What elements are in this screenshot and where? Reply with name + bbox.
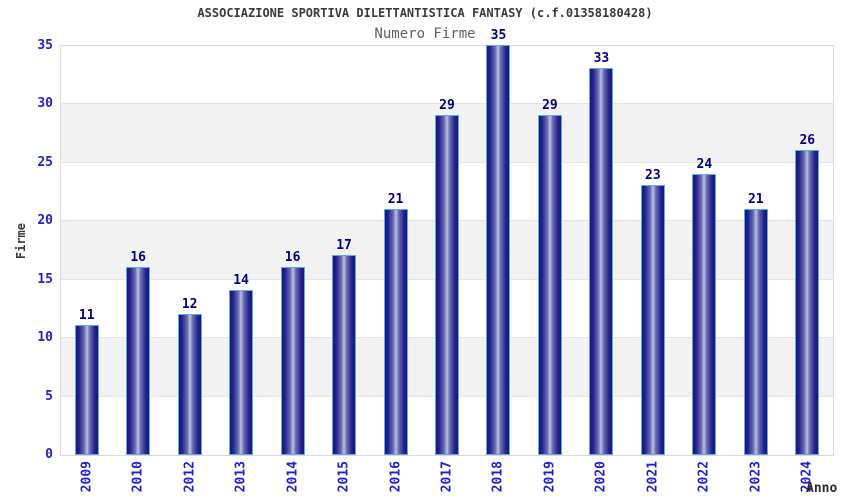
bar-value-label: 21 [747, 191, 764, 207]
bar [280, 267, 305, 455]
x-tick-label: 2012 [182, 461, 198, 493]
y-tick-label: 20 [37, 213, 53, 229]
y-tick-label: 35 [37, 38, 53, 53]
x-tick-label: 2021 [645, 461, 661, 493]
bar-value-label: 21 [387, 191, 404, 207]
bar-value-label: 14 [233, 273, 249, 289]
bar [692, 173, 717, 455]
x-tick-label: 2017 [439, 461, 455, 493]
bar [177, 313, 202, 455]
bar [435, 115, 459, 455]
y-tick-label: 10 [37, 330, 53, 346]
bar-value-label: 26 [799, 133, 816, 149]
chart-title: ASSOCIAZIONE SPORTIVA DILETTANTISTICA FA… [197, 6, 653, 20]
background-band [61, 46, 833, 105]
bar [486, 45, 511, 455]
gridline [61, 103, 833, 105]
x-tick-label: 2019 [542, 461, 558, 493]
y-tick-label: 15 [37, 271, 53, 287]
x-tick-label: 2020 [593, 461, 609, 493]
bar [229, 290, 254, 455]
bar [589, 68, 614, 455]
x-tick-label: 2016 [388, 461, 404, 493]
bar [332, 255, 357, 455]
y-tick-label: 5 [45, 388, 53, 404]
y-axis: 0 5 10 15 20 25 30 35 [0, 38, 53, 462]
x-tick-label: 2023 [748, 461, 764, 493]
plot-area: 11 16 12 14 16 17 21 29 35 29 33 23 24 21 26 [60, 28, 834, 456]
bar-value-label: 35 [490, 28, 507, 43]
bar-value-label: 23 [645, 168, 661, 184]
chart-subtitle: Numero Firme [374, 26, 476, 42]
bar-value-label: 17 [336, 238, 352, 254]
bar-value-label: 16 [130, 250, 147, 266]
bar-value-label: 16 [284, 250, 301, 266]
y-tick-label: 0 [45, 447, 53, 462]
x-tick-label: 2009 [79, 461, 95, 493]
bar-value-label: 12 [181, 296, 198, 312]
bar-value-label: 24 [696, 156, 713, 172]
bar [640, 185, 665, 455]
x-tick-label: 2018 [490, 461, 506, 493]
y-tick-label: 30 [37, 96, 53, 112]
bar [537, 115, 562, 455]
bar [126, 267, 151, 455]
x-tick-label: 2022 [696, 461, 712, 493]
x-tick-label: 2015 [336, 461, 352, 493]
bar [383, 208, 408, 455]
x-tick-label: 2013 [233, 461, 249, 493]
x-axis-label: Anno [806, 481, 838, 496]
bar-value-label: 29 [439, 98, 455, 114]
bar [743, 208, 768, 455]
x-tick-label: 2010 [130, 461, 146, 493]
bar-value-label: 11 [78, 308, 95, 324]
y-tick-label: 25 [37, 154, 53, 170]
bar [74, 325, 99, 455]
bar [795, 150, 820, 455]
bar-value-label: 33 [593, 51, 610, 67]
x-axis: 2009 2010 2012 2013 2014 2015 2016 2017 2018 2019… [61, 455, 833, 500]
x-tick-label: 2014 [285, 461, 301, 493]
bar-value-label: 29 [542, 98, 558, 114]
